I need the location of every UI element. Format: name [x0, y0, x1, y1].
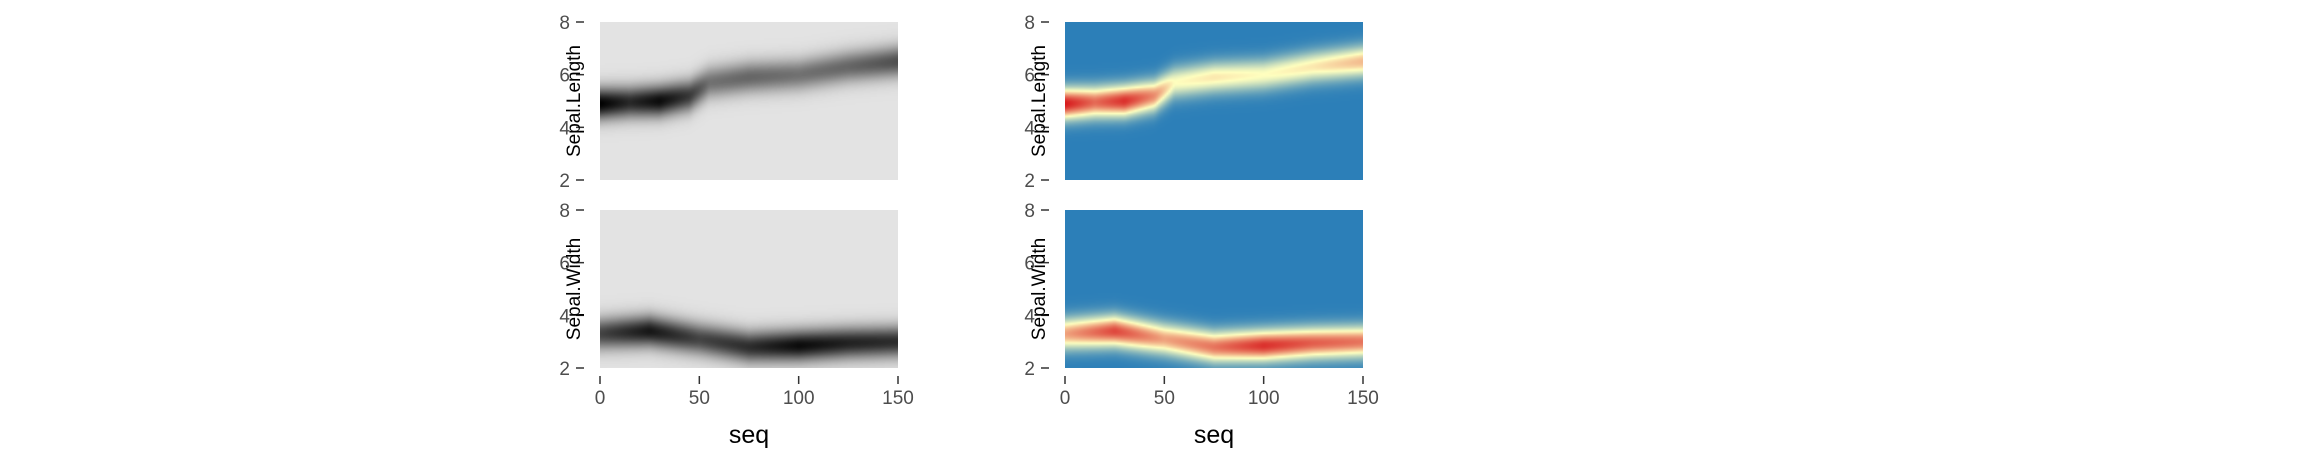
- y-tick-label: 4: [559, 118, 570, 139]
- y-tick-label: 6: [1024, 254, 1035, 275]
- density-raster: [600, 22, 898, 180]
- x-tick-label: 50: [1154, 388, 1175, 409]
- y-axis-title: Sepal.Width: [564, 238, 585, 340]
- x-tick-label: 100: [1248, 388, 1280, 409]
- density-raster: [600, 210, 898, 368]
- y-tick-label: 4: [1024, 306, 1035, 327]
- y-tick-label: 8: [559, 13, 570, 34]
- y-axis-title: Sepal.Width: [1029, 238, 1050, 340]
- density-raster: [1065, 210, 1363, 368]
- y-tick-label: 2: [559, 171, 570, 192]
- y-tick-label: 2: [1024, 171, 1035, 192]
- y-tick-label: 6: [559, 254, 570, 275]
- x-axis-title: seq: [729, 421, 769, 449]
- y-tick-label: 2: [1024, 359, 1035, 380]
- x-tick-label: 150: [1347, 388, 1379, 409]
- density-raster: [1065, 22, 1363, 180]
- panel-0-0: 2 4 6 8 Sepal.Length: [559, 13, 898, 192]
- y-tick-label: 8: [1024, 13, 1035, 34]
- x-axis-title: seq: [1194, 421, 1234, 449]
- y-tick-label: 4: [559, 306, 570, 327]
- y-axis-title: Sepal.Length: [564, 45, 585, 157]
- panel-1-1: 2 4 6 8 Sepal.Width 0 50 100 150 seq: [1024, 201, 1378, 449]
- x-tick-label: 100: [783, 388, 815, 409]
- y-tick-label: 4: [1024, 118, 1035, 139]
- x-tick-label: 0: [1060, 388, 1071, 409]
- x-tick-label: 150: [882, 388, 914, 409]
- y-tick-label: 8: [1024, 201, 1035, 222]
- y-tick-label: 6: [559, 66, 570, 87]
- x-tick-label: 50: [689, 388, 710, 409]
- x-tick-label: 0: [595, 388, 606, 409]
- panel-0-1: 2 4 6 8 Sepal.Length: [1024, 13, 1363, 192]
- y-tick-label: 6: [1024, 66, 1035, 87]
- y-tick-label: 8: [559, 201, 570, 222]
- y-axis-title: Sepal.Length: [1029, 45, 1050, 157]
- panel-1-0: 2 4 6 8 Sepal.Width 0 50 100 150 seq: [559, 201, 913, 449]
- y-tick-label: 2: [559, 359, 570, 380]
